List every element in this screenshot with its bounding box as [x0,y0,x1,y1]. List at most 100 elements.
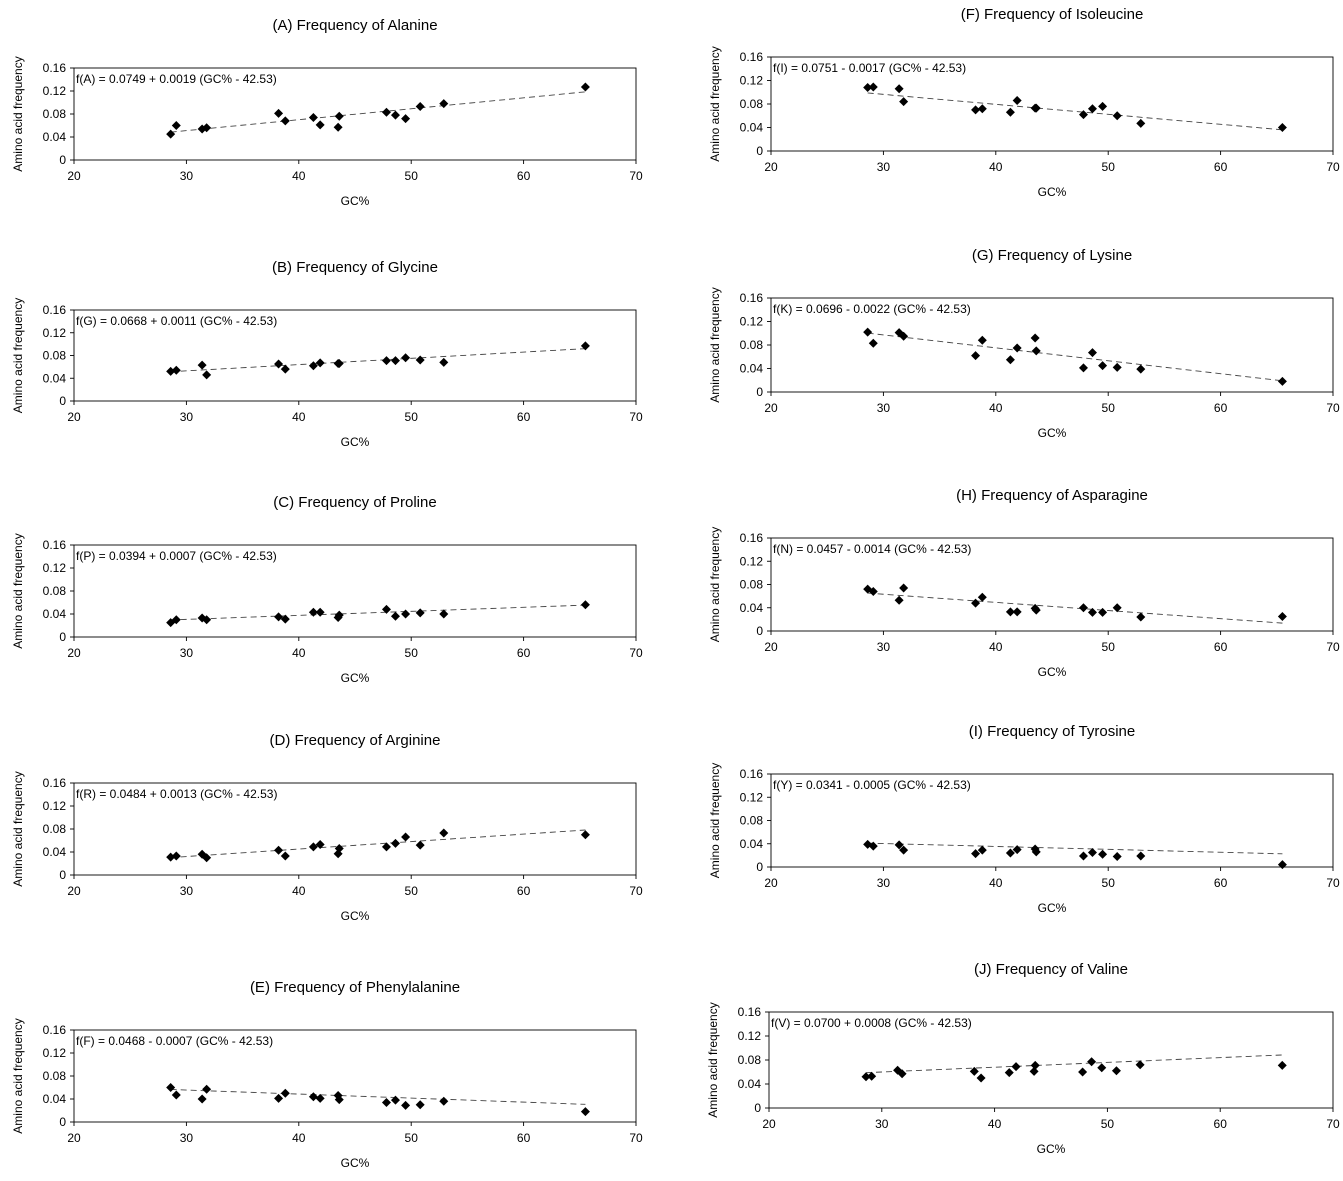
data-point [274,359,284,369]
x-tick-label: 70 [629,884,643,898]
data-point [1112,852,1122,862]
x-axis-label: GC% [341,909,370,923]
x-tick-label: 40 [989,160,1003,174]
x-tick-label: 40 [989,640,1003,654]
chart-panel-9: (I) Frequency of Tyrosine 0 0.04 0.08 0.12 0.… [708,723,1340,915]
data-point [381,842,391,852]
data-point [580,830,590,840]
x-tick-label: 20 [764,160,778,174]
data-point [390,356,400,366]
y-axis-label: Amino acid frequency [706,1002,720,1117]
x-tick-label: 40 [292,884,306,898]
x-tick-label: 30 [180,410,194,424]
chart-panel-10: (J) Frequency of Valine 0 0.04 0.08 0.12 0.16… [706,961,1340,1156]
y-tick-label: 0 [756,385,763,399]
x-tick-label: 50 [1102,876,1116,890]
data-point [1277,123,1287,132]
data-point [401,609,411,619]
x-tick-label: 20 [764,640,778,654]
data-point [580,341,590,351]
y-tick-label: 0.04 [43,845,67,859]
data-point [1031,605,1041,615]
data-point [894,84,904,94]
x-tick-label: 30 [877,160,891,174]
data-point [415,1100,425,1110]
y-tick-label: 0.12 [740,554,764,568]
trend-equation: f(A) = 0.0749 + 0.0019 (GC% - 42.53) [76,72,277,86]
data-point [166,1083,176,1092]
data-point [977,335,987,345]
data-point [308,1092,318,1102]
trend-line [170,348,586,373]
data-point [439,1096,449,1106]
y-tick-label: 0.04 [740,121,764,135]
data-point [1031,346,1041,356]
data-point [1087,104,1097,114]
data-point [1031,847,1041,857]
data-point [334,610,344,620]
chart-title: (F) Frequency of Isoleucine [961,6,1144,23]
x-axis-label: GC% [1037,1142,1066,1156]
data-point [334,1095,344,1105]
data-point [308,607,318,617]
data-point [1112,603,1122,613]
y-axis-label: Amino acid frequency [708,763,722,878]
data-point [401,1100,411,1110]
data-point [971,351,981,361]
data-point [1031,103,1041,113]
data-point [1136,851,1146,861]
y-tick-label: 0.04 [43,1092,67,1106]
y-tick-label: 0.04 [43,607,67,621]
y-tick-label: 0.08 [43,349,67,363]
chart-title: (I) Frequency of Tyrosine [969,723,1135,740]
data-point [308,112,318,122]
data-point [390,838,400,848]
data-point [897,1069,907,1079]
chart-panel-1: (A) Frequency of Alanine 0 0.04 0.08 0.12 0.1… [11,17,643,208]
x-tick-label: 60 [517,884,531,898]
x-tick-label: 50 [1102,401,1116,415]
y-tick-label: 0.16 [43,538,67,552]
trend-line [170,1089,586,1105]
data-point [280,116,290,126]
data-point [1078,363,1088,373]
data-point [280,1088,290,1098]
y-axis-label: Amino acid frequency [11,56,25,171]
y-tick-label: 0.08 [740,814,764,828]
data-point [1098,849,1108,859]
data-point [171,121,181,130]
trend-line [170,604,586,621]
data-point [308,842,318,852]
data-point [868,841,878,851]
data-point [439,99,449,109]
data-point [171,365,181,375]
data-point [1012,95,1022,105]
x-tick-label: 60 [1214,876,1228,890]
trend-line [867,592,1283,624]
data-point [390,110,400,120]
data-point [1136,364,1146,374]
x-tick-label: 40 [292,410,306,424]
x-tick-label: 60 [517,410,531,424]
x-tick-label: 20 [764,876,778,890]
data-point [274,845,284,855]
chart-panel-7: (G) Frequency of Lysine 0 0.04 0.08 0.12 0.16… [708,247,1340,440]
x-tick-label: 40 [292,169,306,183]
x-tick-label: 20 [67,410,81,424]
x-axis-label: GC% [341,435,370,449]
data-point [439,357,449,367]
data-point [202,853,212,863]
data-point [899,845,909,855]
trend-line [867,92,1283,131]
data-point [868,586,878,596]
data-point [977,592,987,602]
data-point [1087,348,1097,358]
y-tick-label: 0.16 [740,50,764,64]
x-tick-label: 30 [180,646,194,660]
data-point [439,828,449,838]
data-point [202,1084,212,1094]
y-tick-label: 0.04 [738,1077,762,1091]
x-tick-label: 60 [517,646,531,660]
chart-title: (D) Frequency of Arginine [270,732,441,749]
chart-title: (A) Frequency of Alanine [272,17,437,34]
